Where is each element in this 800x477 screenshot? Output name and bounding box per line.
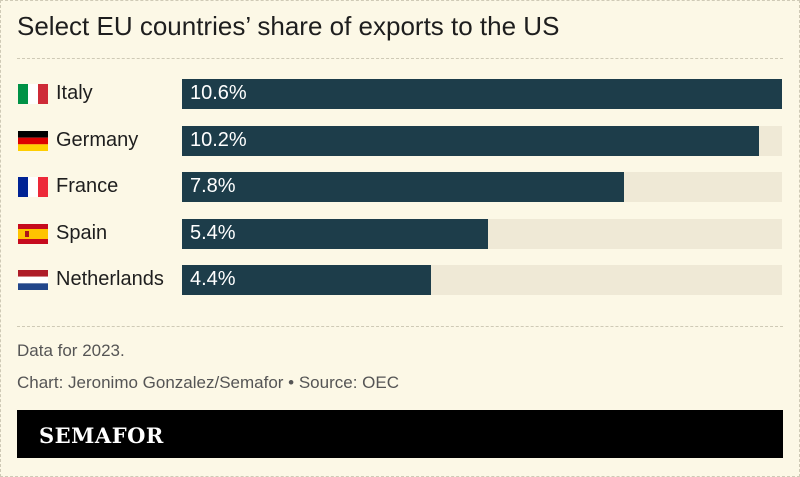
data-note: Data for 2023. xyxy=(17,341,125,360)
country-label-germany: Germany xyxy=(56,128,139,151)
italy-flag-icon xyxy=(18,84,48,104)
netherlands-flag-icon xyxy=(18,270,48,290)
bar-track-france: 7.8% xyxy=(182,172,782,202)
country-label-france: France xyxy=(56,175,119,197)
france-flag-icon xyxy=(18,177,48,197)
bar-row-netherlands: Netherlands 4.4% xyxy=(0,265,800,295)
bar-netherlands xyxy=(182,265,431,295)
bar-row-italy: Italy 10.6% xyxy=(0,79,800,109)
brand-logo: SEMAFOR xyxy=(39,423,164,448)
bar-row-spain: Spain 5.4% xyxy=(0,218,800,249)
country-label-netherlands: Netherlands xyxy=(56,268,164,290)
bar-italy xyxy=(182,79,782,109)
spain-flag-icon xyxy=(18,223,48,244)
bar-track-italy: 10.6% xyxy=(182,79,782,109)
value-label-netherlands: 4.4% xyxy=(190,268,236,290)
germany-flag-icon xyxy=(18,130,48,151)
bar-track-spain: 5.4% xyxy=(182,218,782,249)
divider-bottom xyxy=(17,326,783,327)
value-label-germany: 10.2% xyxy=(190,128,247,151)
value-label-italy: 10.6% xyxy=(190,82,247,104)
value-label-spain: 5.4% xyxy=(190,221,236,244)
bar-row-germany: Germany 10.2% xyxy=(0,125,800,156)
bar-track-germany: 10.2% xyxy=(182,125,782,156)
bar-spain xyxy=(182,218,488,249)
brand-bar: SEMAFOR xyxy=(17,410,783,458)
bar-france xyxy=(182,172,624,202)
chart-title: Select EU countries’ share of exports to… xyxy=(17,11,560,41)
value-label-france: 7.8% xyxy=(190,175,236,197)
country-label-spain: Spain xyxy=(56,221,108,244)
divider-top xyxy=(17,58,783,59)
chart-credit: Chart: Jeronimo Gonzalez/Semafor • Sourc… xyxy=(17,373,399,392)
country-label-italy: Italy xyxy=(56,82,93,104)
bar-row-france: France 7.8% xyxy=(0,172,800,202)
bar-germany xyxy=(182,125,759,156)
bar-track-netherlands: 4.4% xyxy=(182,265,782,295)
